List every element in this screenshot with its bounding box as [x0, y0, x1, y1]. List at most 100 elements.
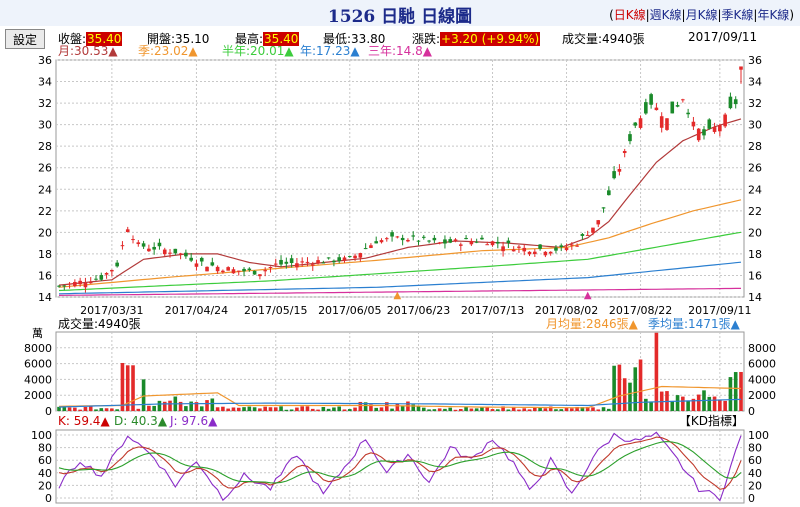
candle-body: [607, 190, 611, 196]
volume-bar: [580, 407, 585, 411]
candle-body: [501, 246, 505, 252]
kd-legend-item: J: 97.6▲: [169, 414, 218, 428]
ma-month-line: [58, 118, 742, 286]
price-y-tick-left: 34: [38, 76, 52, 89]
candle-body: [125, 229, 130, 233]
candle-body: [162, 249, 167, 255]
period-link-day[interactable]: 日K線: [613, 8, 646, 22]
volume-bar: [94, 409, 98, 411]
candle-body: [686, 112, 690, 115]
volume-bar: [490, 409, 495, 411]
volume-bar: [739, 371, 743, 411]
candle-body: [194, 263, 199, 267]
candle-body: [258, 274, 262, 277]
candle-body: [67, 283, 72, 285]
volume-y-tick-right: 6000: [748, 358, 776, 371]
volume-bar: [607, 408, 611, 411]
volume-bar: [88, 406, 93, 411]
price-y-tick-right: 36: [748, 54, 762, 67]
volume-bar: [644, 398, 648, 411]
candle-body: [173, 248, 178, 254]
candle-body: [554, 247, 558, 251]
ma-legend-item: 半年:20.01▲: [222, 44, 294, 58]
candle-body: [691, 121, 696, 127]
ma-year-line: [58, 261, 742, 295]
candle-body: [718, 125, 722, 132]
price-x-tick-label: 2017/03/31: [80, 304, 143, 317]
period-link-week[interactable]: 週K線: [649, 8, 682, 22]
candle-body: [707, 119, 712, 129]
volume-bar: [411, 404, 416, 411]
settings-button[interactable]: 設定: [5, 29, 45, 49]
volume-bar: [379, 407, 384, 411]
candle-body: [702, 129, 706, 136]
candle-body: [675, 105, 680, 107]
candle-body: [723, 114, 727, 127]
volume-bar: [432, 409, 437, 411]
volume-y-tick-right: 2000: [748, 389, 776, 402]
volume-bar: [147, 405, 151, 411]
volume-y-tick-left: 6000: [24, 358, 52, 371]
kd-y-tick-left: 60: [38, 454, 52, 467]
volume-bar: [522, 408, 527, 411]
period-link-month[interactable]: 月K線: [685, 8, 718, 22]
candle-body: [490, 241, 495, 246]
period-link-year[interactable]: 年K線: [757, 8, 790, 22]
volume-bar: [501, 406, 505, 411]
candle-body: [94, 278, 98, 280]
price-marker: ▲: [394, 290, 402, 301]
quote-change: 漲跌:+3.20 (+9.94%): [412, 30, 541, 47]
volume-bar: [612, 365, 616, 411]
quote-close-value: 35.40: [86, 32, 123, 46]
candle-body: [601, 207, 606, 209]
volume-bar: [300, 406, 304, 411]
candle-body: [110, 269, 114, 272]
volume-bar: [675, 395, 680, 411]
volume-bar: [591, 407, 595, 411]
price-y-tick-left: 30: [38, 119, 52, 132]
volume-bar: [231, 407, 236, 411]
price-y-tick-left: 20: [38, 226, 52, 239]
candle-body: [279, 259, 283, 265]
volume-bar: [104, 408, 109, 411]
volume-bar: [633, 367, 638, 411]
candle-body: [564, 247, 569, 251]
candle-body: [527, 251, 532, 255]
candle-body: [104, 272, 109, 275]
candle-body: [184, 252, 188, 257]
candle-body: [236, 270, 241, 272]
candle-body: [654, 107, 659, 111]
kd-y-tick-left: 0: [45, 492, 52, 505]
volume-bar: [279, 406, 283, 411]
candle-body: [469, 240, 474, 245]
price-y-tick-right: 34: [748, 76, 762, 89]
candle-body: [485, 244, 490, 246]
candle-body: [400, 237, 405, 241]
volume-bar: [353, 407, 357, 411]
volume-bar: [273, 407, 278, 411]
volume-bar: [358, 401, 363, 411]
volume-bar: [390, 408, 394, 411]
quote-volume-value: 4940張: [602, 32, 645, 46]
candle-body: [310, 264, 315, 266]
volume-y-tick-left: 8000: [24, 342, 52, 355]
price-y-tick-left: 22: [38, 205, 52, 218]
kd-legend-item: D: 40.3▲: [114, 414, 168, 428]
quote-low: 最低:33.80: [323, 30, 385, 47]
candle-body: [628, 134, 632, 142]
volume-bar: [305, 406, 310, 411]
volume-bar: [575, 406, 579, 411]
volume-bar: [289, 409, 294, 411]
period-link-quarter[interactable]: 季K線: [721, 8, 754, 22]
kd-y-tick-right: 40: [748, 467, 762, 480]
volume-bar: [120, 362, 125, 411]
candle-body: [88, 282, 93, 284]
kd-d-line: [58, 441, 742, 484]
candle-body: [395, 236, 400, 238]
candle-body: [300, 261, 304, 263]
candle-body: [99, 275, 104, 280]
price-y-tick-left: 36: [38, 54, 52, 67]
candle-body: [453, 239, 458, 241]
volume-unit-label: 萬: [32, 327, 43, 340]
volume-bar: [258, 408, 262, 411]
